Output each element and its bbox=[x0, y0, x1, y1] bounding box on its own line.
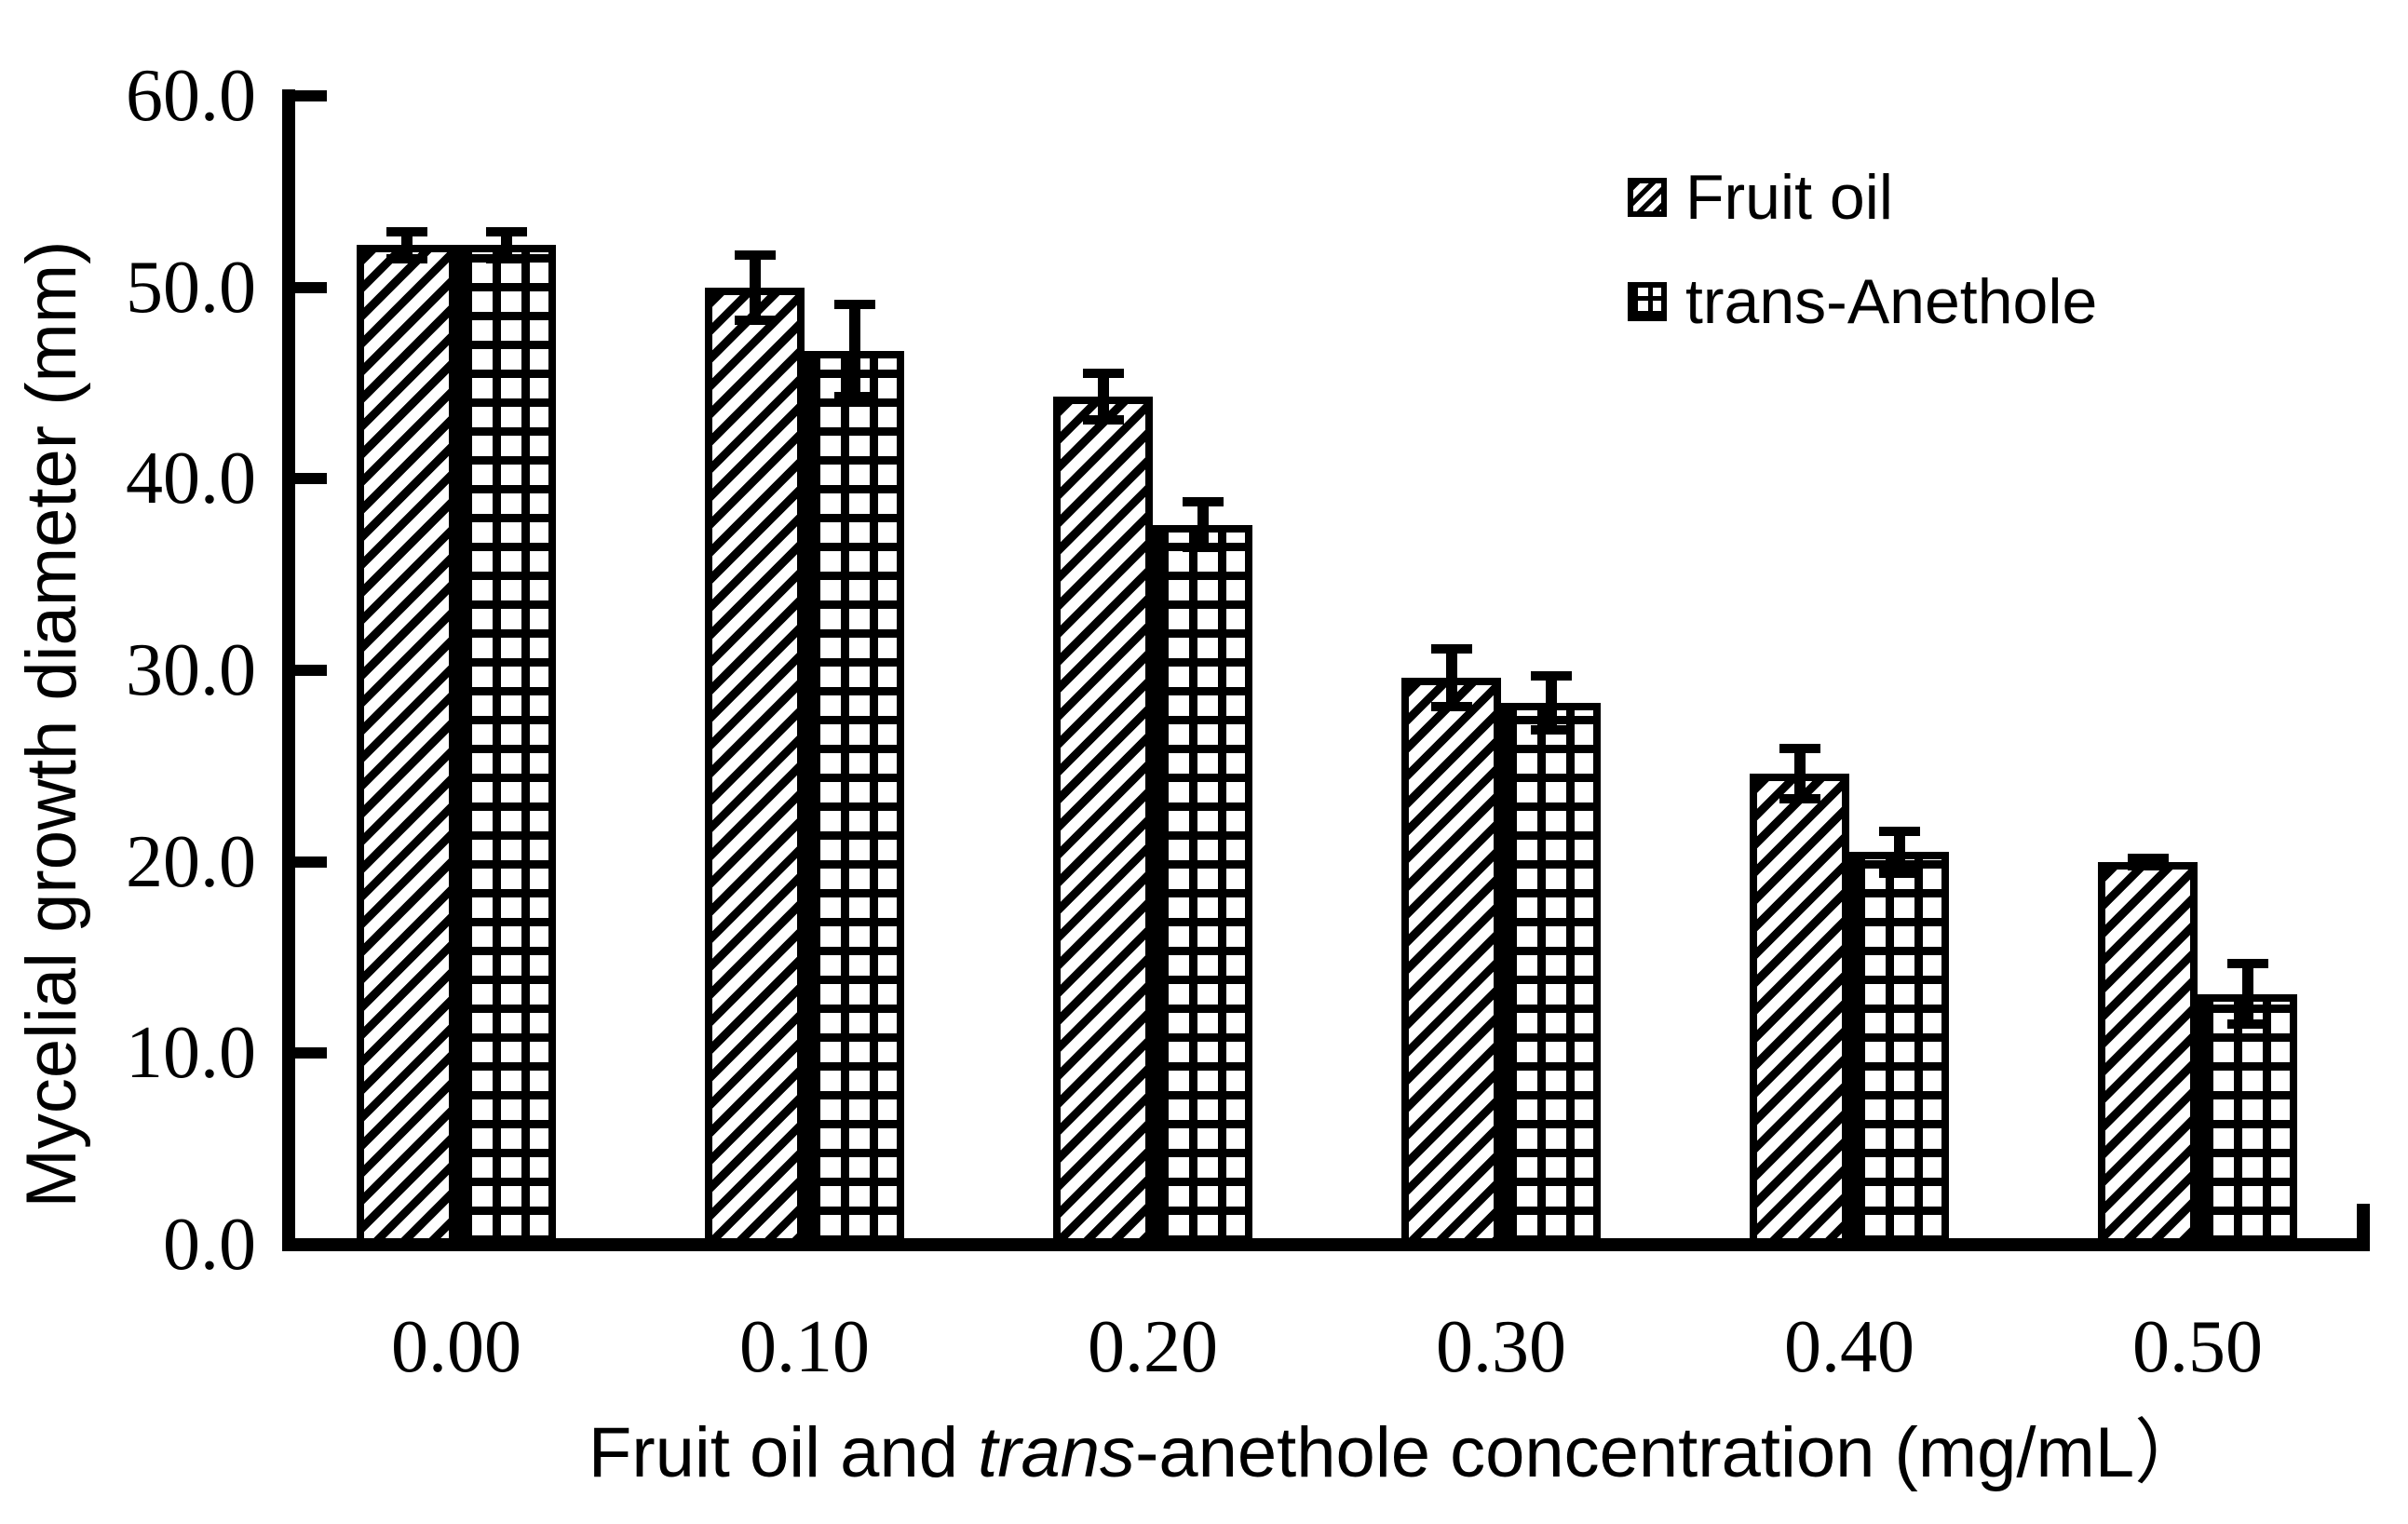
x-axis-title: Fruit oil and trans -anethole concentrati… bbox=[588, 1411, 2205, 1495]
x-tick-label: 0.10 bbox=[739, 1306, 870, 1388]
error-bar-cap-bottom bbox=[1531, 725, 1572, 735]
x-axis-line bbox=[282, 1238, 2370, 1251]
error-bar-cap-bottom bbox=[834, 392, 875, 401]
y-tick-label: 40.0 bbox=[126, 438, 256, 519]
error-bar-stem bbox=[750, 255, 761, 320]
error-bar-stem bbox=[2242, 964, 2253, 1025]
error-bar-stem bbox=[501, 232, 512, 259]
y-tick-label: 60.0 bbox=[126, 55, 256, 137]
y-tick-label: 30.0 bbox=[126, 629, 256, 711]
y-tick-label: 50.0 bbox=[126, 247, 256, 329]
legend-swatch-hatch-grid bbox=[1628, 282, 1667, 321]
y-tick-label: 0.0 bbox=[163, 1204, 256, 1286]
bar-trans-anethole-0.40 bbox=[1849, 852, 1949, 1251]
y-tick bbox=[293, 90, 327, 101]
bar-fruit-oil-0.00 bbox=[357, 245, 456, 1251]
bar-trans-anethole-0.00 bbox=[456, 245, 556, 1251]
error-bar-cap-bottom bbox=[1779, 794, 1820, 803]
error-bar-cap-bottom bbox=[386, 254, 427, 263]
error-bar-cap-bottom bbox=[1083, 415, 1124, 425]
y-tick bbox=[293, 665, 327, 676]
x-tick-label: 0.20 bbox=[1088, 1306, 1218, 1388]
error-bar-cap-top bbox=[1531, 671, 1572, 681]
x-tick-label: 0.00 bbox=[391, 1306, 521, 1388]
error-bar-cap-bottom bbox=[735, 316, 776, 325]
error-bar-stem bbox=[1446, 649, 1457, 707]
y-tick bbox=[293, 282, 327, 293]
legend: Fruit oil trans-Anethole bbox=[1628, 166, 2097, 333]
error-bar-cap-top bbox=[1083, 369, 1124, 378]
legend-label: Fruit oil bbox=[1685, 162, 1893, 233]
error-bar-stem bbox=[849, 304, 860, 397]
error-bar-cap-top bbox=[1779, 744, 1820, 753]
error-bar-stem bbox=[401, 232, 413, 259]
error-bar-cap-top bbox=[2128, 854, 2169, 863]
error-bar-cap-bottom bbox=[1879, 869, 1920, 878]
bar-fruit-oil-0.40 bbox=[1750, 774, 1849, 1251]
error-bar-stem bbox=[1894, 831, 1905, 873]
error-bar-cap-top bbox=[834, 300, 875, 309]
error-bar-cap-bottom bbox=[1183, 543, 1224, 552]
error-bar-stem bbox=[1794, 749, 1806, 798]
x-tick-label: 0.50 bbox=[2132, 1306, 2263, 1388]
legend-item: Fruit oil bbox=[1628, 166, 2097, 229]
error-bar-cap-bottom bbox=[486, 254, 527, 263]
x-tick-label: 0.30 bbox=[1436, 1306, 1566, 1388]
x-axis-title-suffix: -anethole concentration (mg/mL） bbox=[1135, 1413, 2206, 1492]
legend-label: trans-Anethole bbox=[1685, 266, 2098, 337]
bar-fruit-oil-0.10 bbox=[705, 288, 805, 1251]
bar-trans-anethole-0.20 bbox=[1153, 525, 1252, 1251]
y-tick bbox=[293, 473, 327, 484]
error-bar-cap-bottom bbox=[1431, 702, 1472, 711]
bar-fruit-oil-0.20 bbox=[1053, 397, 1153, 1251]
bar-trans-anethole-0.50 bbox=[2198, 994, 2297, 1251]
x-axis-end-tick bbox=[2357, 1204, 2370, 1245]
y-tick-label: 10.0 bbox=[126, 1012, 256, 1094]
error-bar-cap-top bbox=[1879, 827, 1920, 836]
error-bar-cap-top bbox=[486, 227, 527, 236]
error-bar-cap-bottom bbox=[2227, 1019, 2268, 1029]
error-bar-stem bbox=[1546, 676, 1557, 730]
legend-item: trans-Anethole bbox=[1628, 270, 2097, 333]
bar-trans-anethole-0.30 bbox=[1501, 703, 1601, 1251]
error-bar-cap-top bbox=[386, 227, 427, 236]
error-bar-stem bbox=[1098, 373, 1109, 419]
bar-fruit-oil-0.30 bbox=[1401, 678, 1501, 1251]
bar-fruit-oil-0.50 bbox=[2098, 862, 2198, 1251]
error-bar-stem bbox=[1197, 502, 1209, 547]
error-bar-cap-top bbox=[1431, 644, 1472, 654]
bar-trans-anethole-0.10 bbox=[805, 351, 904, 1251]
error-bar-cap-top bbox=[735, 250, 776, 260]
y-tick bbox=[293, 856, 327, 868]
legend-swatch-hatch-diagonal bbox=[1628, 178, 1667, 217]
y-axis-line bbox=[282, 89, 295, 1251]
x-tick-label: 0.40 bbox=[1784, 1306, 1914, 1388]
y-tick-label: 20.0 bbox=[126, 821, 256, 903]
x-axis-title-italic: trans bbox=[978, 1413, 1136, 1492]
error-bar-cap-top bbox=[1183, 497, 1224, 506]
x-axis-title-prefix: Fruit oil and bbox=[588, 1413, 979, 1492]
error-bar-cap-bottom bbox=[2128, 861, 2169, 870]
error-bar-cap-top bbox=[2227, 959, 2268, 968]
y-tick bbox=[293, 1047, 327, 1059]
